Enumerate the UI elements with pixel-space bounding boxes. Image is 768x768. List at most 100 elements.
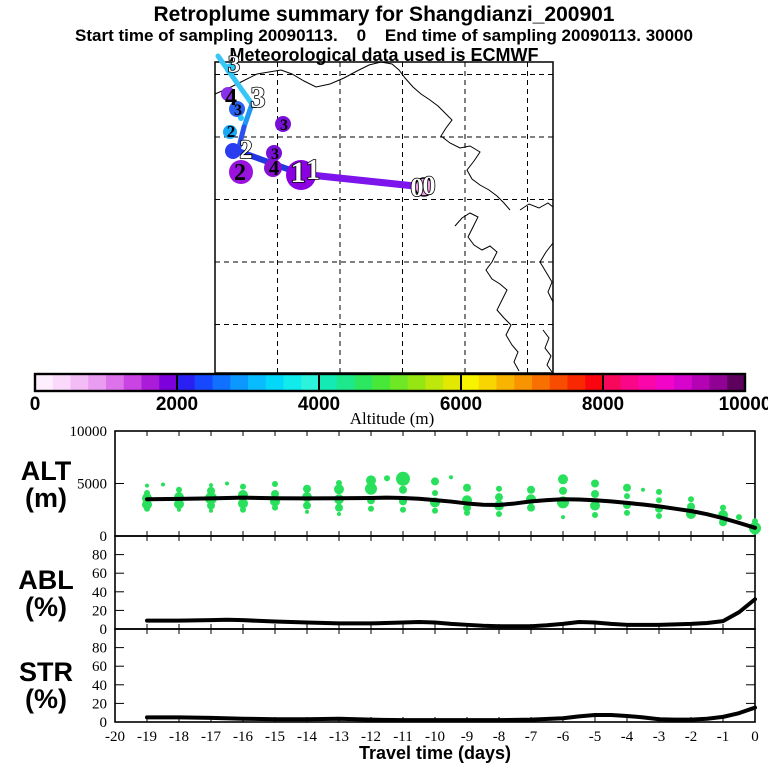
plume-cluster-dot	[624, 493, 630, 500]
plume-cluster-dot	[736, 514, 742, 521]
plume-cluster-dot	[272, 504, 278, 511]
day-number-label: 2	[234, 160, 246, 186]
plume-cluster-dot	[527, 503, 535, 512]
plume-cluster-dot	[399, 485, 407, 494]
str-ytick-label: 80	[92, 641, 107, 657]
day-number-label: 3	[280, 117, 288, 134]
x-tick-label: -4	[621, 729, 634, 745]
colorbar-segment	[106, 374, 125, 391]
day-number-label: 4	[225, 85, 237, 111]
plume-cluster-dot	[558, 474, 568, 485]
alt-panel: 0 5000 10000 ALT(m)	[21, 424, 761, 545]
day-number-label: 2	[240, 135, 253, 164]
plume-cluster-dot	[305, 509, 309, 514]
str-ytick-label: 20	[92, 696, 107, 712]
coastline	[519, 202, 554, 211]
x-axis-title: Travel time (days)	[359, 743, 511, 763]
plume-cluster-dot	[240, 483, 246, 490]
colorbar-segment	[638, 374, 657, 391]
cluster-marker	[286, 160, 316, 190]
colorbar-segment	[354, 374, 373, 391]
plume-cluster-dot	[559, 486, 567, 495]
alt-ytick-label: 0	[100, 529, 108, 545]
cluster-marker	[264, 159, 282, 177]
trajectory-segment	[215, 53, 255, 107]
plume-cluster-dot	[431, 477, 439, 486]
x-tick-label: -7	[525, 729, 538, 745]
plume-cluster-dot	[641, 487, 645, 492]
alt-ytick-label: 10000	[70, 424, 108, 440]
x-tick-label: -17	[201, 729, 221, 745]
x-tick-label: 0	[751, 729, 759, 745]
colorbar-tick-label: 6000	[440, 394, 482, 415]
colorbar-segment	[532, 374, 551, 391]
colorbar-segment	[674, 374, 693, 391]
cluster-marker	[221, 87, 235, 101]
colorbar-segment	[407, 374, 427, 391]
alt-ytick-label: 5000	[77, 477, 107, 493]
day-number-label: 2	[227, 122, 236, 141]
x-tick-label: -13	[329, 729, 349, 745]
x-tick-label: -5	[589, 729, 602, 745]
colorbar-segment	[123, 374, 143, 391]
coastline	[542, 329, 553, 373]
plume-cluster-dot	[591, 479, 599, 488]
plume-cluster-dot	[496, 510, 502, 517]
colorbar-border	[33, 372, 747, 393]
plume-cluster-dot	[142, 499, 152, 510]
day-number-label: 3	[228, 52, 240, 78]
plume-cluster-dot	[366, 475, 376, 486]
day-number-label: 4	[269, 156, 280, 180]
plume-cluster-dot	[335, 503, 343, 512]
plume-cluster-dot	[656, 488, 662, 495]
day-number-label: 3	[251, 81, 266, 114]
x-tick-label: -6	[557, 729, 570, 745]
colorbar-segment	[603, 374, 622, 391]
plume-cluster-dot	[400, 506, 406, 513]
x-tick-label: -3	[653, 729, 666, 745]
x-tick-label: -20	[105, 729, 125, 745]
abl-box	[114, 535, 756, 630]
plume-cluster-dot	[145, 483, 149, 488]
colorbar-segment	[177, 374, 196, 391]
plume-cluster-dot	[688, 496, 694, 503]
plume-cluster-dot	[624, 509, 630, 516]
plume-cluster-dot	[496, 485, 502, 492]
colorbar-segment	[372, 374, 391, 391]
plume-cluster-dot	[396, 471, 410, 486]
met-data-subtitle: Meteorological data used is ECMWF	[229, 45, 539, 65]
cluster-marker	[275, 116, 291, 132]
plume-cluster-dot	[337, 511, 341, 516]
plume-cluster-dot	[656, 513, 662, 520]
cluster-marker	[223, 125, 237, 139]
x-tick-label: -10	[425, 729, 445, 745]
day-number-label: 0	[423, 171, 436, 200]
coastline	[454, 212, 520, 372]
colorbar-segment	[159, 374, 178, 391]
str-box	[114, 628, 756, 723]
plume-cluster-dot	[174, 498, 184, 509]
colorbar-segment	[549, 374, 569, 391]
colorbar-segment	[230, 374, 249, 391]
colorbar-tick-label: 2000	[156, 394, 198, 415]
colorbar-segment	[514, 374, 533, 391]
colorbar-segment	[620, 374, 640, 391]
colorbar-segment	[585, 374, 604, 391]
plume-cluster-dot	[432, 489, 438, 496]
cluster-marker	[229, 160, 253, 184]
plume-cluster-dot	[561, 515, 565, 520]
plume-cluster-dot	[687, 502, 695, 511]
colorbar-title: Altitude (m)	[350, 409, 435, 428]
map-border	[214, 61, 554, 374]
abl-panel-label: (%)	[25, 592, 67, 622]
plume-cluster-dot	[365, 482, 377, 495]
x-tick-label: -14	[297, 729, 317, 745]
plume-cluster-dot	[334, 484, 344, 495]
colorbar-segment	[283, 374, 302, 391]
colorbar-segment	[248, 374, 267, 391]
plume-cluster-dot	[449, 475, 453, 480]
alt-panel-label: ALT	[21, 456, 72, 486]
trajectory-segment	[297, 170, 428, 191]
